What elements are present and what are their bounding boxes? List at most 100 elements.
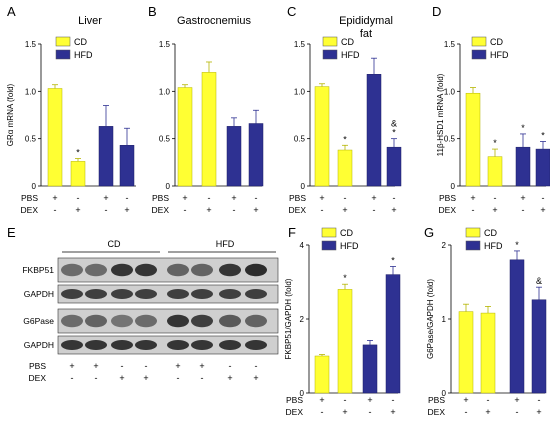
panel-d-legend-swatch [471, 36, 487, 47]
panel-g-pbs-sign: - [487, 395, 490, 405]
panel-f-ytick-label: 2 [300, 315, 305, 324]
panel-c-bar [314, 86, 330, 187]
panel-d-dex-sign: + [492, 205, 497, 215]
panel-a-dex-sign: + [124, 205, 129, 215]
panel-f-pbs-label: PBS [286, 395, 303, 405]
panel-g-pbs-sign: + [463, 395, 468, 405]
panel-f-bar [314, 355, 330, 394]
panel-b-ytick-label: 0.5 [159, 135, 171, 144]
panel-c-legend-swatch [322, 49, 338, 60]
panel-d-dex-sign: + [540, 205, 545, 215]
blot-band [135, 263, 157, 277]
panel-b-ytick-label: 1.5 [159, 40, 171, 49]
blot-band [245, 340, 267, 350]
blot-band [135, 289, 157, 299]
panel-g-bar [509, 259, 525, 394]
blot-band [85, 314, 107, 328]
panel-d-pbs-sign: + [520, 193, 525, 203]
panel-a-legend-label: CD [74, 37, 87, 47]
panel-f-dex-sign: + [390, 407, 395, 417]
panel-c-dex-label: DEX [289, 205, 307, 215]
panel-g-ylabel: G6Pase/GAPDH (fold) [426, 279, 435, 359]
blot-band [191, 263, 213, 277]
blot-label-g6pase: G6Pase [23, 316, 54, 326]
panel-a-ytick-label: 0.5 [25, 135, 37, 144]
panel-a-pbs-sign: - [126, 193, 129, 203]
panel-c-ytick-label: 1.0 [294, 87, 306, 96]
blot-dex-sign: - [201, 373, 204, 383]
panel-a-legend-label: HFD [74, 50, 93, 60]
panel-f-bar [337, 289, 353, 394]
panel-a-letter: A [7, 4, 16, 19]
panel-d-legend-swatch [471, 49, 487, 60]
blot-band [61, 314, 83, 328]
panel-c-bar [386, 146, 402, 187]
panel-g-pbs-sign: - [538, 395, 541, 405]
panel-c-title-line2: fat [360, 28, 372, 40]
blot-band [167, 340, 189, 350]
panel-f-ytick-label: 4 [300, 241, 305, 250]
panel-a-dex-label: DEX [21, 205, 39, 215]
blot-dex-sign: + [143, 373, 148, 383]
panel-c-ytick-label: 0 [301, 182, 306, 191]
panel-g-bar [531, 299, 547, 394]
blot-band [85, 263, 107, 277]
blot-band [111, 263, 133, 277]
panel-d-bar [465, 92, 481, 187]
panel-a-legend-swatch [55, 36, 71, 47]
blot-dex-sign: + [119, 373, 124, 383]
panel-f-legend-label: CD [340, 228, 353, 238]
blot-pbs-sign: + [93, 361, 98, 371]
blot-band [219, 289, 241, 299]
blot-pbs-sign: + [175, 361, 180, 371]
blot-band [111, 340, 133, 350]
panel-f-pbs-sign: - [392, 395, 395, 405]
blot-dex-sign: + [253, 373, 258, 383]
panel-f-legend-swatch [321, 227, 337, 238]
panel-d-pbs-label: PBS [439, 193, 456, 203]
panel-f-pbs-sign: + [319, 395, 324, 405]
blot-band [245, 289, 267, 299]
panel-a-title: Liver [78, 15, 102, 27]
panel-g-bar [458, 311, 474, 394]
panel-d-ytick-label: 0.5 [444, 135, 456, 144]
blot-pbs-sign: - [121, 361, 124, 371]
panel-a-pbs-sign: - [77, 193, 80, 203]
panel-d-pbs-sign: - [542, 193, 545, 203]
blot-group-label-hfd: HFD [216, 239, 235, 249]
panel-d-dex-sign: - [522, 205, 525, 215]
panel-a-pbs-sign: + [52, 193, 57, 203]
panel-c-dex-sign: + [391, 205, 396, 215]
blot-band [85, 340, 107, 350]
panel-c-title-line1: Epididymal [339, 15, 393, 27]
panel-c-ytick-label: 0.5 [294, 135, 306, 144]
blot-pbs-sign: + [69, 361, 74, 371]
panel-b-dex-sign: - [233, 205, 236, 215]
panel-f-ytick-label: 0 [300, 389, 305, 398]
panel-f-dex-sign: - [321, 407, 324, 417]
blot-band [219, 340, 241, 350]
panel-g-legend-label: HFD [484, 241, 503, 251]
blot-band [111, 289, 133, 299]
blot-band [167, 314, 189, 328]
panel-a-pbs-label: PBS [21, 193, 38, 203]
blot-band [85, 289, 107, 299]
panel-c-dex-sign: + [342, 205, 347, 215]
panel-g-dex-sign: - [516, 407, 519, 417]
panel-b-dex-sign: + [206, 205, 211, 215]
panel-c-bar [366, 74, 382, 187]
panel-c-legend-label: CD [341, 37, 354, 47]
panel-d-dex-sign: - [472, 205, 475, 215]
blot-band [219, 263, 241, 277]
panel-a-ytick-label: 0 [32, 182, 37, 191]
panel-f-dex-label: DEX [286, 407, 304, 417]
panel-a-pbs-sign: + [103, 193, 108, 203]
panel-d-bar [515, 146, 531, 187]
panel-d-bar [535, 148, 550, 187]
panel-b-pbs-sign: + [182, 193, 187, 203]
blot-band [191, 289, 213, 299]
panel-c-sig-mark: * [343, 134, 347, 144]
panel-f-sig-mark: * [391, 255, 395, 265]
panel-g-sig-mark: & [536, 276, 542, 286]
